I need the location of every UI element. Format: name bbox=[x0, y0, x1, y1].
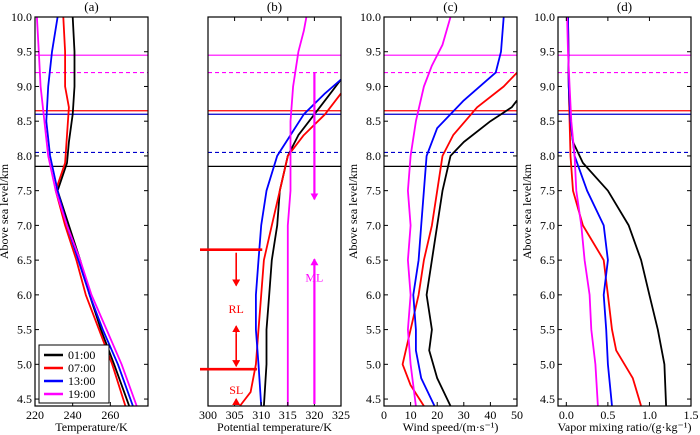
series-line-0700 bbox=[401, 71, 518, 407]
panel-a: 220 240 260 4.5 5.0 5.5 6.0 6.5 7.0 7.5 8.0 8.5 9.0 9… bbox=[0, 0, 149, 434]
x-tick-label: 1.5 bbox=[684, 408, 699, 422]
x-tick-label: 325 bbox=[332, 408, 350, 422]
x-tick-label: 240 bbox=[64, 408, 82, 422]
x-axis-label: Temperature/K bbox=[55, 420, 128, 434]
x-tick-label: 0 bbox=[381, 408, 387, 422]
series-line-1300 bbox=[567, 16, 613, 407]
y-tick-label: 8.0 bbox=[540, 149, 555, 163]
y-tick-label: 6.5 bbox=[17, 253, 32, 267]
y-axis-label: Above sea level/km bbox=[346, 163, 360, 259]
series-line-1900 bbox=[36, 16, 138, 407]
y-tick-label: 8.5 bbox=[540, 114, 555, 128]
y-tick-label: 4.5 bbox=[540, 392, 555, 406]
series-line-0100 bbox=[567, 16, 667, 407]
x-tick-label: 220 bbox=[26, 408, 44, 422]
x-tick-label: 0.0 bbox=[559, 408, 574, 422]
panel-title: (c) bbox=[443, 0, 457, 14]
x-tick-label: 50 bbox=[511, 408, 523, 422]
y-tick-label: 7.5 bbox=[366, 184, 381, 198]
y-tick-label: 6.5 bbox=[540, 253, 555, 267]
y-tick-label: 5.0 bbox=[540, 357, 555, 371]
annotation-sl: SL bbox=[229, 383, 243, 397]
x-tick-label: 305 bbox=[226, 408, 244, 422]
y-tick-label: 7.0 bbox=[540, 218, 555, 232]
panel-title: (d) bbox=[617, 0, 632, 14]
y-tick-label: 4.5 bbox=[366, 392, 381, 406]
series-line-1300 bbox=[255, 78, 342, 407]
x-tick-label: 300 bbox=[199, 408, 217, 422]
y-tick-label: 10.0 bbox=[11, 10, 32, 24]
x-tick-label: 1.0 bbox=[642, 408, 657, 422]
panel-title: (a) bbox=[84, 0, 98, 14]
y-tick-label: 5.0 bbox=[17, 357, 32, 371]
y-tick-label: 5.5 bbox=[540, 323, 555, 337]
panel-c: 0 10 20 30 40 50 4.5 5.0 5.5 6.0 6.5 7.0 7.5 8.0 8.5 9.… bbox=[346, 0, 523, 434]
y-tick-label: 8.0 bbox=[366, 149, 381, 163]
y-tick-label: 5.5 bbox=[17, 323, 32, 337]
y-tick-label: 10.0 bbox=[360, 10, 381, 24]
plot-frame bbox=[34, 16, 149, 407]
legend-label: 01:00 bbox=[68, 348, 95, 362]
y-tick-label: 9.5 bbox=[17, 45, 32, 59]
x-tick-label: 310 bbox=[252, 408, 270, 422]
series-line-0100 bbox=[263, 78, 342, 407]
x-tick-label: 315 bbox=[279, 408, 297, 422]
x-tick-label: 10 bbox=[405, 408, 417, 422]
x-tick-label: 20 bbox=[431, 408, 443, 422]
series-line-1300 bbox=[412, 16, 505, 407]
y-tick-label: 5.0 bbox=[366, 357, 381, 371]
legend-label: 19:00 bbox=[68, 387, 95, 401]
x-axis-label: Potential temperature/K bbox=[217, 420, 332, 434]
x-tick-label: 260 bbox=[101, 408, 119, 422]
annotation-rl: RL bbox=[229, 302, 244, 316]
x-axis-label: Wind speed/(m·s⁻¹) bbox=[403, 420, 499, 434]
x-tick-label: 0.5 bbox=[600, 408, 615, 422]
y-tick-label: 9.5 bbox=[366, 45, 381, 59]
y-tick-label: 8.0 bbox=[17, 149, 32, 163]
y-tick-label: 8.5 bbox=[366, 114, 381, 128]
series-line-1900 bbox=[407, 16, 452, 407]
y-tick-label: 5.5 bbox=[366, 323, 381, 337]
x-axis-label: Vapor mixing ratio/(g·kg⁻¹) bbox=[558, 420, 692, 434]
y-tick-label: 7.0 bbox=[17, 218, 32, 232]
x-tick-label: 40 bbox=[484, 408, 496, 422]
y-tick-label: 7.5 bbox=[540, 184, 555, 198]
y-axis-label: Above sea level/km bbox=[520, 163, 534, 259]
y-tick-label: 8.5 bbox=[17, 114, 32, 128]
y-tick-label: 4.5 bbox=[17, 392, 32, 406]
y-tick-label: 7.0 bbox=[366, 218, 381, 232]
plot-frame bbox=[383, 16, 518, 407]
y-tick-label: 6.0 bbox=[366, 288, 381, 302]
x-tick-label: 320 bbox=[305, 408, 323, 422]
y-tick-label: 9.0 bbox=[540, 79, 555, 93]
panel-d: 0.0 0.5 1.0 1.5 4.5 5.0 5.5 6.0 6.5 7.0 7.5 8.0 8.5 9… bbox=[520, 0, 699, 434]
annotation-ml: ML bbox=[305, 270, 323, 284]
series-line-1900 bbox=[286, 16, 308, 406]
series-line-1900 bbox=[566, 16, 599, 407]
plot-frame bbox=[207, 16, 342, 407]
panel-b: 300 305 310 315 320 325 (b) Potential temperatu… bbox=[199, 0, 350, 434]
y-tick-label: 7.5 bbox=[17, 184, 32, 198]
y-tick-label: 6.0 bbox=[540, 288, 555, 302]
y-axis-label: Above sea level/km bbox=[0, 163, 11, 259]
legend-label: 07:00 bbox=[68, 361, 95, 375]
series-line-0100 bbox=[425, 99, 518, 407]
y-tick-label: 9.0 bbox=[366, 79, 381, 93]
y-tick-label: 9.0 bbox=[17, 79, 32, 93]
legend-label: 13:00 bbox=[68, 374, 95, 388]
x-tick-label: 30 bbox=[458, 408, 470, 422]
y-tick-label: 6.5 bbox=[366, 253, 381, 267]
series-line-1300 bbox=[45, 16, 134, 407]
plot-frame bbox=[557, 16, 692, 407]
y-tick-label: 6.0 bbox=[17, 288, 32, 302]
panel-title: (b) bbox=[267, 0, 282, 14]
y-tick-label: 10.0 bbox=[534, 10, 555, 24]
y-tick-label: 9.5 bbox=[540, 45, 555, 59]
